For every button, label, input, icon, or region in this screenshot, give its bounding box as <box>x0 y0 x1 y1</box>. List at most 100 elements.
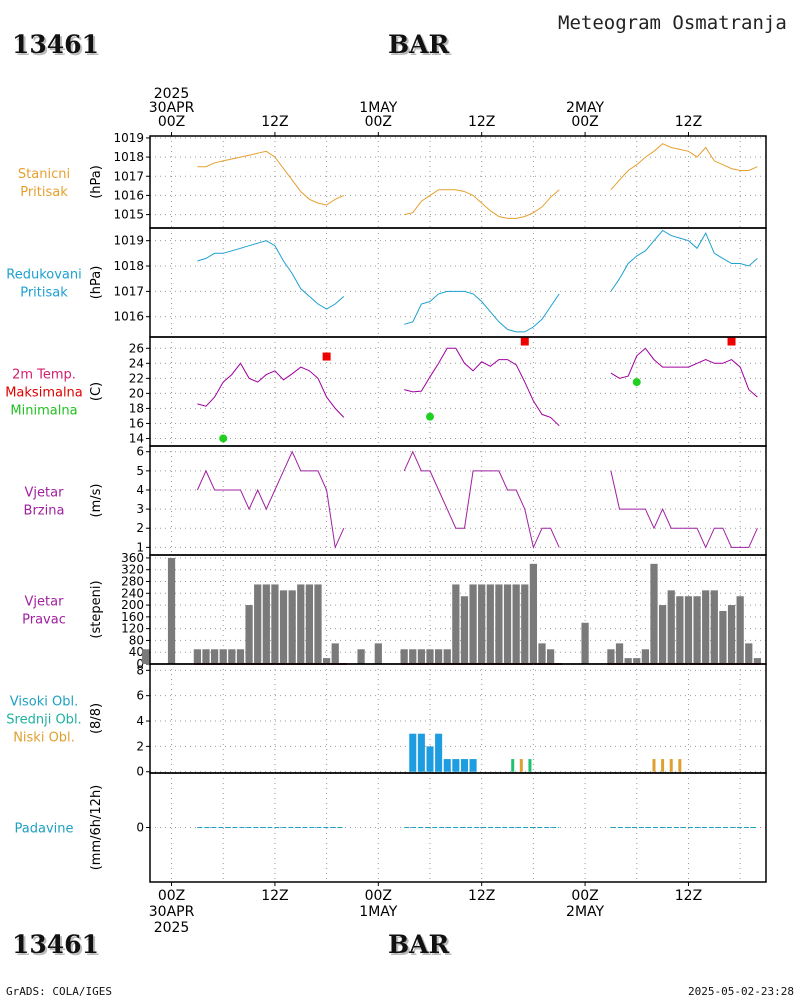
wind-direction-bar <box>641 649 650 664</box>
min-temp-marker <box>632 378 641 387</box>
y-axis-label: (m/s) <box>89 484 104 518</box>
wind-direction-bar <box>684 596 693 664</box>
x-tick-label-bottom: 12Z <box>261 888 288 904</box>
y-tick-label: 1016 <box>113 188 144 202</box>
cloud-bar <box>443 759 451 772</box>
wind-direction-bar <box>305 584 314 664</box>
y-tick-label: 160 <box>121 610 144 624</box>
wind-direction-bar <box>262 584 270 664</box>
wind-direction-bar <box>469 584 477 664</box>
wind-direction-bar <box>615 643 624 664</box>
wind-direction-bar <box>331 643 339 664</box>
panel-frame <box>149 336 767 447</box>
panel-legend-label: Pravac <box>22 613 66 628</box>
wind-direction-bar <box>142 649 150 664</box>
wind-direction-bar <box>426 649 434 664</box>
panel-frame <box>149 663 767 774</box>
x-tick-label-bottom: 30APR <box>149 904 195 920</box>
x-tick-label-top: 2025 <box>154 86 190 102</box>
wind-direction-bar <box>529 563 538 664</box>
wind-direction-bar <box>210 649 219 664</box>
series-line <box>197 362 345 418</box>
panel-legend-label: Redukovani <box>6 268 81 283</box>
y-tick-label: 240 <box>121 586 144 600</box>
wind-direction-bar <box>202 649 210 664</box>
y-axis-label: (mm/6h/12h) <box>89 785 104 871</box>
wind-direction-bar <box>745 643 753 664</box>
wind-direction-bar <box>495 584 503 664</box>
panel-legend-label: Vjetar <box>25 595 65 610</box>
y-tick-label: 26 <box>129 341 144 355</box>
x-tick-label-bottom: 2025 <box>154 920 190 936</box>
station-name-top: BAR <box>388 30 450 59</box>
x-tick-label-bottom: 12Z <box>468 888 495 904</box>
wind-direction-bar <box>400 649 408 664</box>
station-id-top: 13461 <box>12 30 99 59</box>
y-tick-label: 1017 <box>113 169 144 183</box>
panel-legend-label: Stanicni <box>18 167 70 182</box>
y-tick-label: 4 <box>136 483 144 497</box>
wind-direction-bar <box>254 584 262 664</box>
wind-direction-bar <box>633 658 641 664</box>
y-tick-label: 1015 <box>113 208 144 222</box>
x-tick-label-top: 12Z <box>675 114 702 130</box>
footer-timestamp: 2025-05-02-23:28 <box>688 985 794 998</box>
y-tick-label: 3 <box>136 502 144 516</box>
x-tick-label-top: 00Z <box>365 114 392 130</box>
panel-legend-label: Pritisak <box>20 185 68 200</box>
cloud-bar <box>460 759 468 772</box>
wind-direction-bar <box>710 590 718 664</box>
panel-frame <box>149 227 767 338</box>
wind-direction-bar <box>727 605 736 664</box>
panel-frame <box>149 772 767 883</box>
y-tick-label: 1017 <box>113 284 144 298</box>
wind-direction-bar <box>434 649 443 664</box>
y-tick-label: 1016 <box>113 310 144 324</box>
series-line <box>610 143 758 191</box>
y-tick-label: 14 <box>129 431 144 445</box>
wind-direction-bar <box>409 649 417 664</box>
x-tick-label-top: 00Z <box>158 114 185 130</box>
wind-direction-bar <box>658 605 667 664</box>
cloud-bar <box>417 733 425 772</box>
wind-direction-bar <box>503 584 512 664</box>
y-axis-label: (8/8) <box>89 703 104 734</box>
cloud-bar <box>528 759 532 772</box>
wind-direction-bar <box>676 596 684 664</box>
series-line <box>403 450 560 549</box>
wind-direction-bar <box>702 590 710 664</box>
wind-direction-bar <box>719 610 727 664</box>
wind-direction-bar <box>271 584 279 664</box>
wind-direction-bar <box>546 649 555 664</box>
y-tick-label: 120 <box>121 622 144 636</box>
cloud-bar <box>469 759 477 772</box>
max-temp-marker <box>520 337 529 346</box>
wind-direction-bar <box>650 563 658 664</box>
header-title: Meteogram Osmatranja <box>558 12 787 34</box>
wind-direction-bar <box>228 649 236 664</box>
wind-direction-bar <box>736 596 744 664</box>
y-axis-label: (C) <box>89 382 104 401</box>
series-line <box>404 347 560 427</box>
panel-legend-label: Niski Obl. <box>13 731 75 746</box>
wind-direction-bar <box>486 584 494 664</box>
wind-direction-bar <box>297 584 305 664</box>
y-tick-label: 0 <box>136 657 144 671</box>
series-line <box>610 470 758 549</box>
panel-legend-label: Vjetar <box>25 486 65 501</box>
panel-legend-label: Pritisak <box>20 286 68 301</box>
y-tick-label: 2 <box>136 739 144 753</box>
y-tick-label: 20 <box>129 386 144 400</box>
wind-direction-bar <box>245 605 253 664</box>
series-line <box>610 229 758 292</box>
x-tick-label-bottom: 00Z <box>365 888 392 904</box>
y-tick-label: 1019 <box>113 234 144 248</box>
wind-direction-bar <box>521 584 529 664</box>
wind-direction-bar <box>512 584 520 664</box>
y-tick-label: 0 <box>136 765 144 779</box>
panel-legend-label: 2m Temp. <box>12 368 76 383</box>
wind-direction-bar <box>322 658 331 664</box>
y-tick-label: 1019 <box>113 131 144 145</box>
cloud-bar <box>452 759 460 772</box>
station-name-bottom: BAR <box>388 930 450 959</box>
